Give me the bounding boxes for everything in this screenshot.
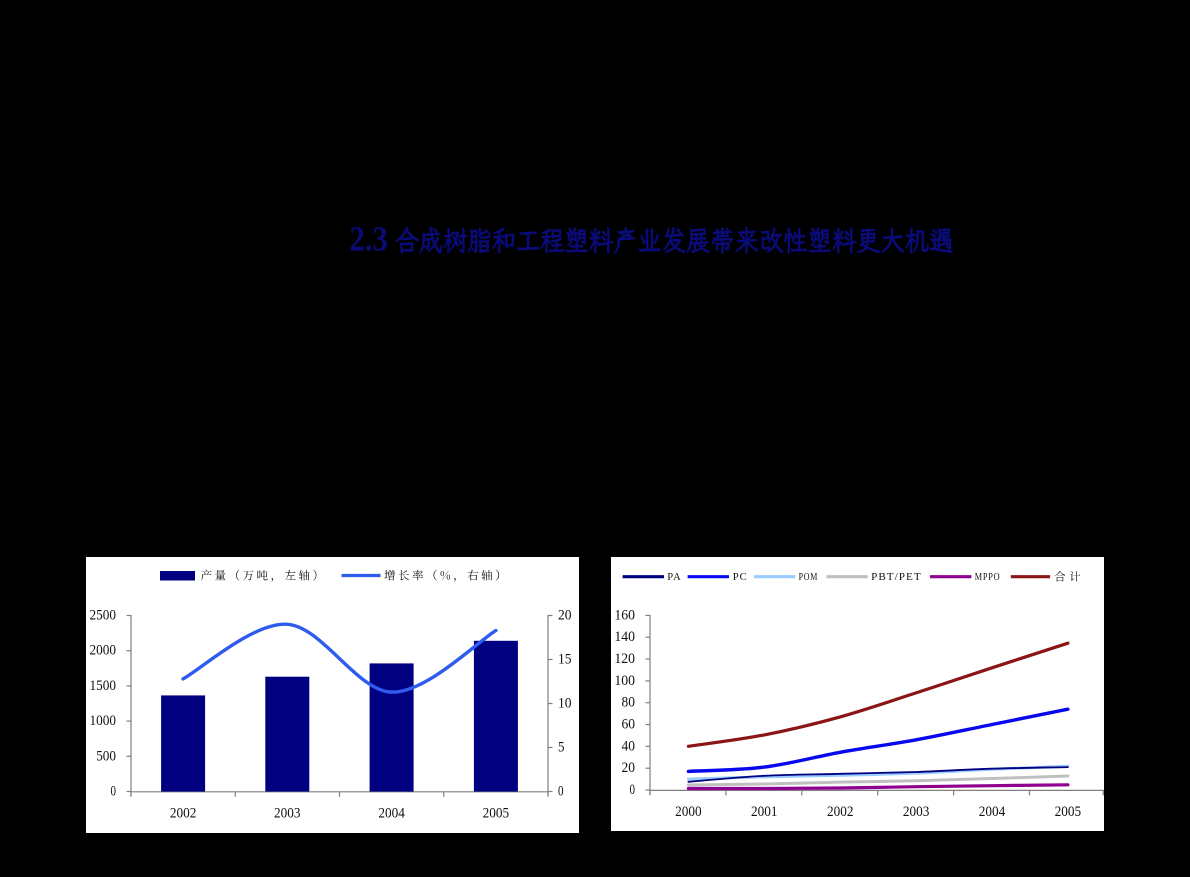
svg-text:2004: 2004 — [979, 804, 1006, 820]
svg-text:60: 60 — [622, 717, 636, 733]
svg-text:140: 140 — [614, 629, 635, 645]
svg-text:2005: 2005 — [1055, 804, 1082, 820]
svg-text:0: 0 — [630, 782, 636, 798]
svg-text:2005: 2005 — [483, 806, 510, 822]
svg-text:2000: 2000 — [90, 643, 117, 659]
svg-text:2003: 2003 — [274, 806, 301, 822]
svg-text:POM: POM — [799, 571, 819, 583]
svg-text:2000: 2000 — [675, 804, 702, 820]
svg-text:2003: 2003 — [903, 804, 930, 820]
svg-text:2002: 2002 — [170, 806, 197, 822]
svg-text:120: 120 — [614, 651, 635, 667]
svg-text:2004: 2004 — [378, 806, 405, 822]
svg-text:2500: 2500 — [90, 608, 117, 624]
svg-text:MPPO: MPPO — [975, 571, 1001, 583]
svg-text:160: 160 — [614, 607, 635, 623]
svg-text:1500: 1500 — [90, 678, 117, 694]
svg-text:PA: PA — [667, 571, 682, 583]
svg-text:PC: PC — [733, 571, 748, 583]
svg-text:20: 20 — [622, 760, 636, 776]
svg-text:2002: 2002 — [827, 804, 854, 820]
svg-text:0: 0 — [558, 784, 564, 800]
svg-text:500: 500 — [96, 748, 116, 764]
svg-text:0: 0 — [111, 784, 117, 800]
svg-text:1000: 1000 — [90, 713, 117, 729]
svg-text:2001: 2001 — [751, 804, 778, 820]
svg-text:80: 80 — [622, 695, 636, 711]
svg-text:20: 20 — [558, 608, 572, 624]
svg-text:PBT/PET: PBT/PET — [871, 571, 922, 583]
svg-text:100: 100 — [614, 673, 635, 689]
svg-text:40: 40 — [622, 738, 636, 754]
svg-text:15: 15 — [558, 652, 572, 668]
svg-text:10: 10 — [558, 696, 572, 712]
svg-text:5: 5 — [558, 740, 565, 756]
